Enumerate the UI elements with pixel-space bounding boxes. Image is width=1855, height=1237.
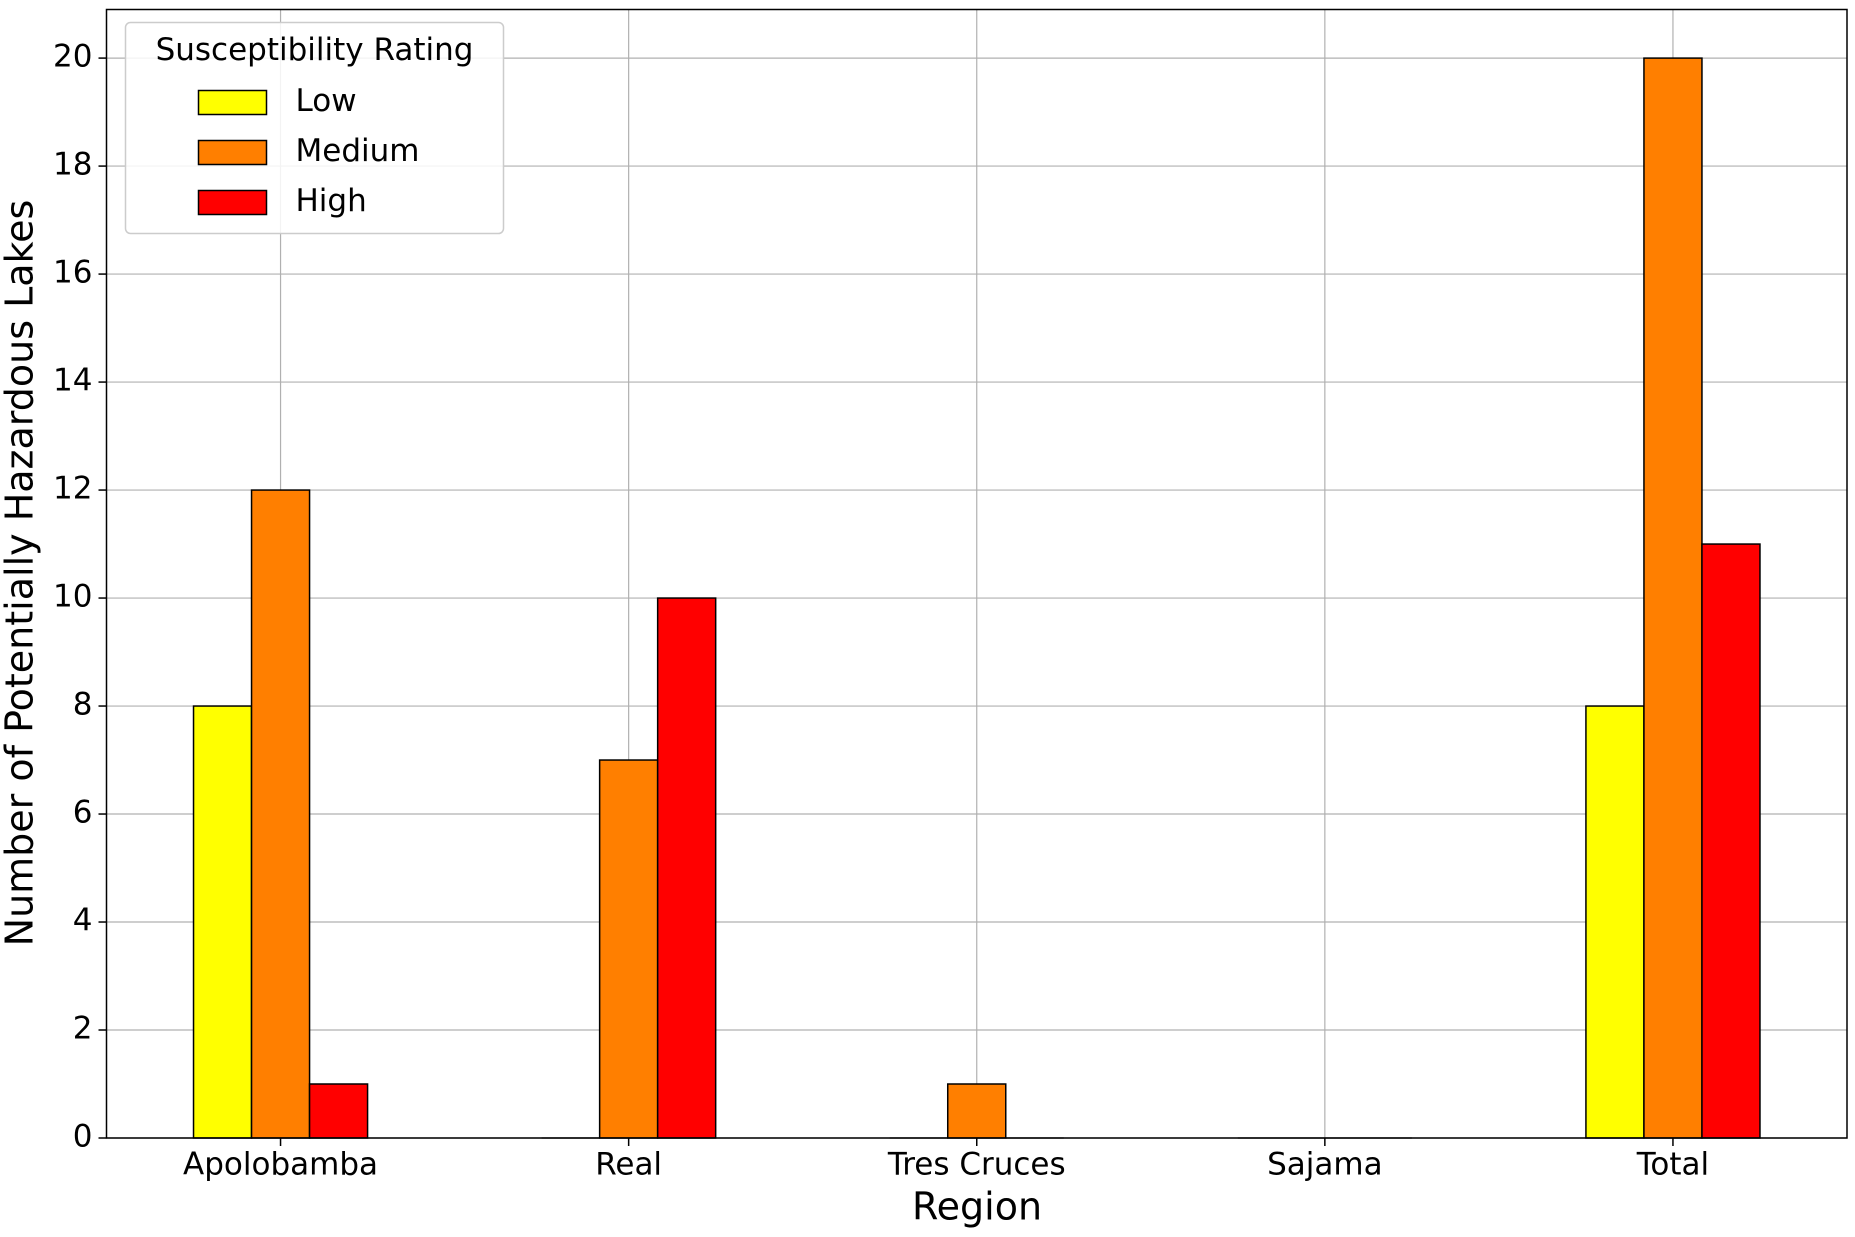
bar xyxy=(656,597,717,1139)
y-tick-label: 6 xyxy=(73,795,93,831)
x-tick-label: Real xyxy=(595,1147,662,1183)
y-tick-label: 0 xyxy=(73,1119,93,1155)
bar xyxy=(192,705,253,1139)
x-tick-label: Apolobamba xyxy=(183,1147,378,1183)
y-tick-label: 18 xyxy=(53,147,92,183)
y-tick-label: 4 xyxy=(73,903,93,939)
y-tick-label: 10 xyxy=(53,579,92,615)
x-tick-label: Sajama xyxy=(1267,1147,1382,1183)
legend-swatch xyxy=(197,139,268,166)
y-axis-label: Number of Potentially Hazardous Lakes xyxy=(0,200,42,947)
bar xyxy=(308,1083,369,1139)
bar xyxy=(1701,543,1761,1139)
plot-frame xyxy=(105,8,1848,1139)
y-tick-label: 16 xyxy=(53,255,92,291)
bar xyxy=(598,759,659,1139)
bar xyxy=(250,489,311,1139)
y-tick-label: 20 xyxy=(53,39,92,75)
legend-swatch xyxy=(197,89,268,116)
x-axis-label: Region xyxy=(912,1185,1042,1229)
legend-swatch xyxy=(197,189,268,216)
y-tick-label: 12 xyxy=(53,471,92,507)
legend-label: Low xyxy=(296,83,357,119)
bar xyxy=(1585,705,1645,1139)
x-tick-label: Total xyxy=(1636,1147,1709,1183)
y-tick-label: 14 xyxy=(53,363,92,399)
legend-box xyxy=(124,21,505,235)
legend-label: High xyxy=(296,183,367,219)
y-tick-label: 8 xyxy=(73,687,93,723)
x-tick-label: Tres Cruces xyxy=(887,1147,1066,1183)
y-tick-label: 2 xyxy=(73,1011,93,1047)
legend-label: Medium xyxy=(296,133,420,169)
legend-title: Susceptibility Rating xyxy=(156,32,474,68)
bar xyxy=(946,1083,1007,1139)
bar xyxy=(1643,57,1703,1139)
